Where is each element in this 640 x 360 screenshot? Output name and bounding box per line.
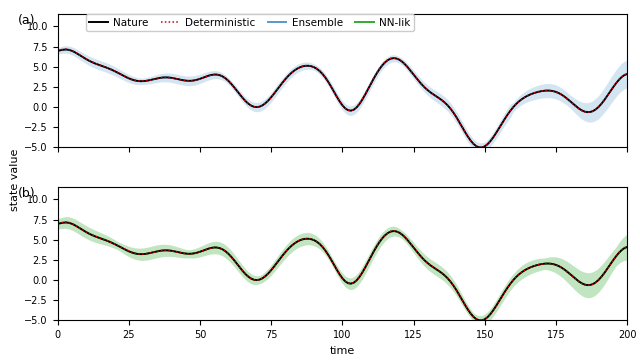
Text: state value: state value (10, 149, 20, 211)
X-axis label: time: time (330, 346, 355, 356)
Text: (a): (a) (18, 14, 35, 27)
Text: (b): (b) (18, 187, 35, 201)
Legend: Nature, Deterministic, Ensemble, NN-lik: Nature, Deterministic, Ensemble, NN-lik (86, 14, 414, 31)
